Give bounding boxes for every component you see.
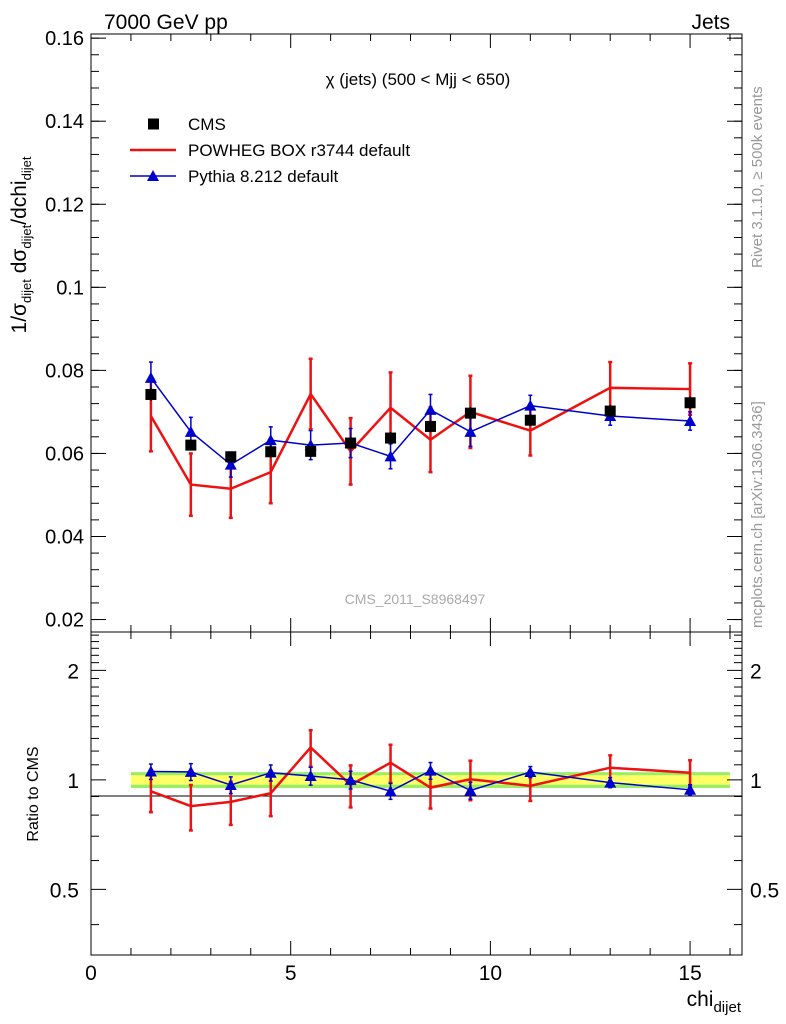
pythia-marker bbox=[464, 425, 477, 437]
ratio-y-tick-label-right: 2 bbox=[750, 660, 762, 683]
legend-entry-label: POWHEG BOX r3744 default bbox=[188, 141, 410, 160]
main-plot-panel: 0.02 0.04 0.06 0.08 0.1 0.12 0.14 0.16 χ (jets)… bbox=[8, 28, 743, 633]
ratio-y-tick-label-left: 2 bbox=[67, 660, 79, 683]
x-tick-label: 0 bbox=[85, 962, 97, 985]
y-label-part: /dchi bbox=[8, 180, 31, 224]
ratio-plot-frame bbox=[90, 631, 743, 956]
cms-marker bbox=[185, 439, 197, 451]
main-x-axis-ticks bbox=[90, 34, 731, 632]
y-label-subscript: dijet bbox=[19, 224, 34, 248]
main-y-axis: 0.02 0.04 0.06 0.08 0.1 0.12 0.14 0.16 bbox=[45, 28, 742, 632]
header-left-label: 7000 GeV pp bbox=[104, 11, 228, 34]
main-y-tick-label: 0.16 bbox=[45, 28, 84, 50]
ratio-pythia-marker bbox=[264, 766, 277, 778]
main-y-tick-label: 0.12 bbox=[45, 194, 84, 216]
main-y-tick-label: 0.02 bbox=[45, 610, 84, 632]
legend-entry-label: CMS bbox=[188, 115, 226, 134]
main-y-tick-label: 0.14 bbox=[45, 111, 84, 133]
y-label-subscript: dijet bbox=[19, 156, 34, 180]
cms-marker bbox=[345, 437, 357, 449]
ratio-pythia-marker bbox=[144, 765, 157, 777]
ratio-x-axis: 0 5 10 15 bbox=[85, 632, 731, 985]
ratio-pythia-marker bbox=[684, 783, 697, 795]
main-y-axis-label: 1/σdijet dσdijet/dchidijet bbox=[8, 156, 34, 333]
x-tick-label: 10 bbox=[479, 962, 502, 985]
ratio-pythia-line bbox=[150, 769, 691, 792]
watermark-label: CMS_2011_S8968497 bbox=[345, 591, 486, 607]
cms-marker bbox=[524, 414, 536, 426]
x-tick-label: 5 bbox=[285, 962, 297, 985]
cms-marker bbox=[305, 445, 317, 457]
ratio-y-tick-label-left: 1 bbox=[67, 770, 79, 793]
pythia-marker bbox=[224, 458, 237, 470]
pythia-marker bbox=[424, 403, 437, 415]
pythia-marker bbox=[524, 399, 537, 411]
rivet-side-label: Rivet 3.1.10, ≥ 500k events bbox=[749, 86, 766, 268]
legend: CMS POWHEG BOX r3744 default Pythia 8.212 … bbox=[130, 115, 410, 186]
y-label-part: 1/σ bbox=[8, 303, 31, 334]
pythia-marker bbox=[184, 425, 197, 437]
cms-marker bbox=[464, 407, 476, 419]
plot-title: χ (jets) (500 < Mjj < 650) bbox=[326, 70, 511, 89]
ratio-powheg-line bbox=[150, 745, 691, 808]
mcplots-side-label: mcplots.cern.ch [arXiv:1306.3436] bbox=[749, 401, 766, 628]
ratio-y-tick-label-right: 1 bbox=[750, 770, 762, 793]
ratio-y-tick-label-right: 0.5 bbox=[750, 879, 779, 902]
powheg-line bbox=[149, 386, 691, 491]
main-y-tick-label: 0.04 bbox=[45, 526, 84, 548]
main-y-tick-label: 0.08 bbox=[45, 360, 84, 382]
legend-cms-marker bbox=[148, 118, 159, 130]
main-y-tick-label: 0.06 bbox=[45, 443, 84, 465]
ratio-pythia-marker bbox=[604, 776, 617, 788]
x-tick-label: 15 bbox=[678, 962, 701, 985]
pythia-marker bbox=[264, 434, 277, 446]
ratio-pythia-marker bbox=[224, 779, 237, 791]
main-y-tick-label: 0.1 bbox=[56, 277, 84, 299]
x-label-subscript: dijet bbox=[713, 999, 741, 1016]
cms-marker bbox=[604, 405, 616, 417]
cms-marker bbox=[385, 432, 397, 444]
legend-pythia-marker bbox=[147, 170, 159, 181]
ratio-pythia-marker bbox=[344, 773, 357, 785]
cms-marker bbox=[225, 451, 237, 463]
header-right-label: Jets bbox=[691, 11, 730, 34]
pythia-marker bbox=[384, 450, 397, 462]
x-axis-label: chidijet bbox=[687, 988, 742, 1016]
pythia-line bbox=[150, 377, 691, 466]
cms-marker bbox=[684, 397, 696, 409]
ratio-pythia-marker bbox=[524, 766, 537, 778]
ratio-pythia-marker bbox=[384, 785, 397, 797]
main-series-group bbox=[144, 357, 697, 520]
ratio-pythia-marker bbox=[464, 784, 477, 796]
cms-marker bbox=[265, 446, 277, 458]
cms-marker bbox=[145, 388, 157, 400]
ratio-pythia-marker bbox=[184, 765, 197, 777]
ratio-plot-panel: 0.5 0.5 1 1 2 2 0 5 10 15 Ratio to CMS chidijet bbox=[25, 631, 779, 1016]
ratio-series-group bbox=[144, 729, 697, 832]
ratio-pythia-marker bbox=[304, 769, 317, 781]
legend-entry-label: Pythia 8.212 default bbox=[188, 167, 339, 186]
ratio-y-tick-label-left: 0.5 bbox=[50, 879, 79, 902]
ratio-y-axis: 0.5 0.5 1 1 2 2 bbox=[50, 634, 779, 926]
pythia-marker bbox=[144, 371, 157, 383]
y-label-part: dσ bbox=[8, 249, 31, 280]
x-label-main: chi bbox=[687, 988, 714, 1011]
ratio-pythia-marker bbox=[424, 764, 437, 776]
ratio-y-axis-label: Ratio to CMS bbox=[25, 746, 42, 841]
cms-marker bbox=[424, 420, 436, 432]
pythia-marker bbox=[684, 415, 697, 427]
y-label-subscript: dijet bbox=[19, 279, 34, 303]
